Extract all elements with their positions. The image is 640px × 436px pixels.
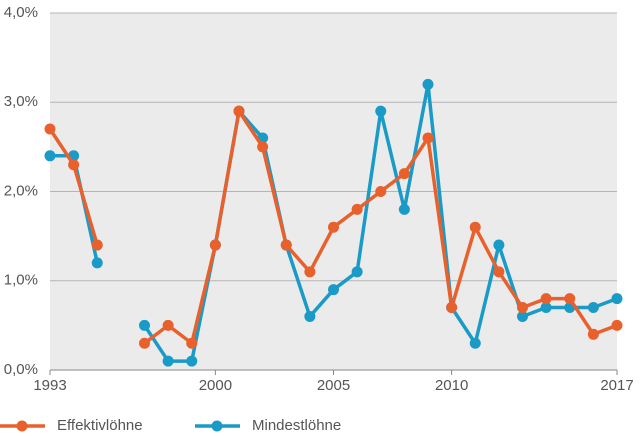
- data-point: [517, 310, 528, 322]
- data-point: [209, 239, 221, 251]
- data-point: [611, 319, 623, 331]
- data-point: [304, 266, 316, 278]
- data-point: [351, 203, 363, 215]
- data-point: [280, 239, 292, 251]
- y-tick-label: 0,0%: [4, 361, 38, 378]
- data-point: [587, 328, 599, 340]
- y-tick-label: 2,0%: [4, 182, 38, 199]
- data-point: [162, 319, 174, 331]
- data-point: [328, 221, 339, 233]
- data-point: [587, 302, 599, 314]
- data-point: [469, 221, 481, 233]
- y-tick-label: 3,0%: [4, 93, 38, 110]
- data-point: [91, 257, 103, 269]
- data-point: [91, 239, 103, 251]
- x-tick-label: 2010: [435, 377, 468, 394]
- legend-marker: [211, 420, 223, 432]
- x-tick-label: 2000: [199, 377, 232, 394]
- data-point: [469, 337, 481, 349]
- data-point: [446, 302, 458, 314]
- data-point: [398, 168, 410, 180]
- data-point: [564, 293, 576, 305]
- data-point: [44, 123, 56, 135]
- data-point: [375, 186, 387, 197]
- data-point: [611, 293, 623, 305]
- data-point: [304, 310, 316, 322]
- data-point: [375, 105, 387, 117]
- data-point: [398, 203, 410, 215]
- data-point: [257, 141, 269, 153]
- x-tick-label: 2005: [317, 377, 350, 394]
- legend-label: Effektivlöhne: [57, 417, 143, 434]
- data-point: [493, 266, 505, 278]
- data-point: [162, 355, 174, 367]
- data-point: [540, 293, 552, 305]
- legend-marker: [16, 420, 28, 432]
- data-point: [540, 302, 552, 314]
- data-point: [517, 302, 528, 314]
- legend-label: Mindestlöhne: [252, 417, 341, 434]
- data-point: [186, 337, 198, 349]
- data-point: [328, 284, 339, 296]
- data-point: [68, 159, 80, 171]
- data-point: [186, 355, 198, 367]
- y-tick-label: 1,0%: [4, 272, 38, 289]
- data-point: [351, 266, 363, 278]
- data-point: [422, 78, 434, 90]
- x-tick-label: 1993: [33, 377, 66, 394]
- data-point: [422, 132, 434, 144]
- data-point: [233, 105, 245, 117]
- data-point: [493, 239, 505, 251]
- data-point: [139, 337, 150, 349]
- y-tick-label: 4,0%: [4, 4, 38, 21]
- x-tick-label: 2017: [600, 377, 633, 394]
- data-point: [139, 319, 150, 331]
- data-point: [44, 150, 56, 162]
